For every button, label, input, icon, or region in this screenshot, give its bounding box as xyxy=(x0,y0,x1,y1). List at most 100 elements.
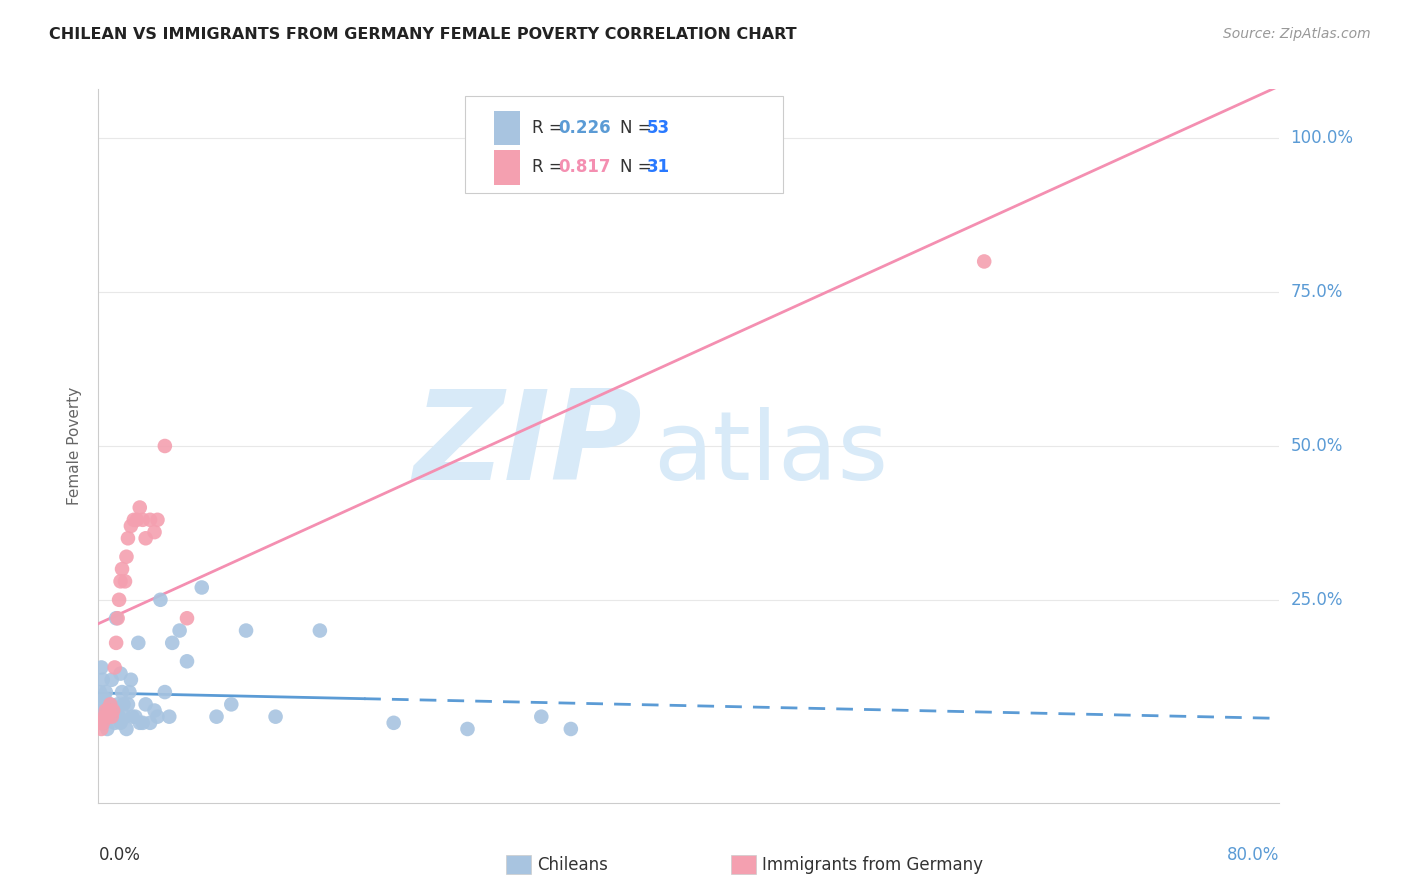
FancyBboxPatch shape xyxy=(464,96,783,193)
Point xyxy=(176,654,198,668)
Point xyxy=(107,698,129,712)
Text: 75.0%: 75.0% xyxy=(1291,283,1343,301)
Point xyxy=(115,549,138,564)
Point xyxy=(121,709,143,723)
Point xyxy=(91,715,114,730)
Point xyxy=(457,722,479,736)
Point xyxy=(127,636,149,650)
FancyBboxPatch shape xyxy=(494,151,520,185)
Text: ZIP: ZIP xyxy=(413,385,641,507)
Point xyxy=(97,704,120,718)
Text: 31: 31 xyxy=(647,159,669,177)
Point xyxy=(103,704,125,718)
Point xyxy=(100,709,122,723)
Point xyxy=(104,715,127,730)
Point xyxy=(96,698,118,712)
Point xyxy=(135,698,157,712)
Point xyxy=(105,636,128,650)
Point xyxy=(128,715,150,730)
Point xyxy=(205,709,228,723)
Point xyxy=(112,698,135,712)
Point xyxy=(94,685,117,699)
Point xyxy=(139,715,162,730)
Point xyxy=(132,513,155,527)
Point xyxy=(89,715,111,730)
Point xyxy=(90,722,112,736)
Point xyxy=(111,685,134,699)
Point xyxy=(114,709,136,723)
Text: 0.817: 0.817 xyxy=(558,159,610,177)
Point xyxy=(90,660,112,674)
Point xyxy=(110,715,132,730)
Point xyxy=(110,574,132,589)
Point xyxy=(149,592,172,607)
Text: 25.0%: 25.0% xyxy=(1291,591,1343,609)
Point xyxy=(114,574,136,589)
Point xyxy=(153,685,176,699)
Point xyxy=(94,704,117,718)
Point xyxy=(157,709,180,723)
Point xyxy=(235,624,257,638)
Text: R =: R = xyxy=(531,159,568,177)
Point xyxy=(117,698,139,712)
Point xyxy=(264,709,287,723)
Point xyxy=(96,722,118,736)
Point xyxy=(143,525,166,540)
Point xyxy=(108,709,131,723)
Text: Immigrants from Germany: Immigrants from Germany xyxy=(762,856,983,874)
Point xyxy=(169,624,191,638)
Text: 0.0%: 0.0% xyxy=(98,846,141,863)
Point xyxy=(97,709,120,723)
Text: CHILEAN VS IMMIGRANTS FROM GERMANY FEMALE POVERTY CORRELATION CHART: CHILEAN VS IMMIGRANTS FROM GERMANY FEMAL… xyxy=(49,27,797,42)
Point xyxy=(93,691,115,706)
Text: 53: 53 xyxy=(647,120,669,137)
Point xyxy=(91,704,114,718)
Point xyxy=(382,715,405,730)
Point xyxy=(139,513,162,527)
Text: N =: N = xyxy=(620,159,658,177)
Point xyxy=(96,709,118,723)
Point xyxy=(117,531,139,545)
Point xyxy=(122,513,145,527)
Point xyxy=(93,715,115,730)
Point xyxy=(153,439,176,453)
Point xyxy=(135,531,157,545)
Text: N =: N = xyxy=(620,120,658,137)
Text: atlas: atlas xyxy=(654,407,889,500)
Point xyxy=(128,500,150,515)
Point xyxy=(143,704,166,718)
Point xyxy=(103,704,125,718)
Text: 50.0%: 50.0% xyxy=(1291,437,1343,455)
Point xyxy=(120,673,142,687)
Point xyxy=(94,709,117,723)
Point xyxy=(98,698,121,712)
Point xyxy=(89,685,111,699)
Y-axis label: Female Poverty: Female Poverty xyxy=(67,387,83,505)
Point xyxy=(221,698,243,712)
Point xyxy=(108,592,131,607)
Text: R =: R = xyxy=(531,120,568,137)
Point xyxy=(560,722,582,736)
Point xyxy=(115,722,138,736)
Point xyxy=(125,513,148,527)
Point xyxy=(93,709,115,723)
Point xyxy=(110,666,132,681)
Text: 80.0%: 80.0% xyxy=(1227,846,1279,863)
Point xyxy=(124,709,146,723)
Point xyxy=(91,673,114,687)
Point xyxy=(98,698,121,712)
Text: 0.226: 0.226 xyxy=(558,120,610,137)
Point xyxy=(105,611,128,625)
Text: Chileans: Chileans xyxy=(537,856,607,874)
Point xyxy=(111,562,134,576)
Point xyxy=(146,709,169,723)
Point xyxy=(530,709,553,723)
Point xyxy=(107,611,129,625)
Text: 100.0%: 100.0% xyxy=(1291,129,1354,147)
Point xyxy=(104,660,127,674)
Text: Source: ZipAtlas.com: Source: ZipAtlas.com xyxy=(1223,27,1371,41)
Point xyxy=(100,673,122,687)
Point xyxy=(309,624,332,638)
FancyBboxPatch shape xyxy=(494,111,520,145)
Point xyxy=(176,611,198,625)
